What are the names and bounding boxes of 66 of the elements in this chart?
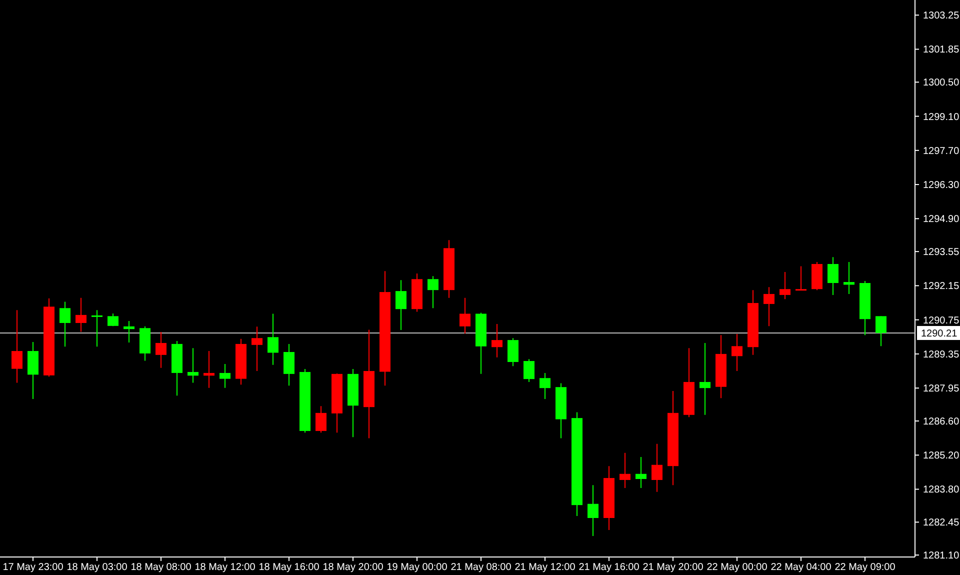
candlestick [620,452,630,489]
y-tick-label: 1293.55 [923,247,960,258]
x-tick-label: 18 May 20:00 [322,562,384,573]
ref-line-label: 1290.21 [921,328,958,340]
x-tick-label: 21 May 16:00 [578,562,640,573]
x-tick-label: 21 May 20:00 [642,562,704,573]
y-tick-label: 1282.45 [923,518,960,529]
y-tick-label: 1301.85 [923,44,960,56]
candlestick [28,342,38,400]
y-tick-label: 1296.30 [923,180,960,192]
candlestick [652,443,662,492]
candlestick [156,332,166,368]
candlestick [828,256,838,296]
x-tick-label: 22 May 04:00 [770,562,832,573]
candlestick [284,343,294,386]
candlestick [588,484,598,537]
x-tick-label: 22 May 09:00 [834,562,896,573]
candlestick [524,358,534,382]
y-tick-label: 1286.60 [923,416,960,428]
candlestick [844,262,854,294]
candlestick [60,301,70,348]
candlestick [316,406,326,434]
candlestick [92,310,102,348]
y-tick-label: 1285.20 [923,450,960,462]
y-tick-label: 1300.50 [923,78,960,89]
candlestick [108,312,118,327]
y-tick-label: 1290.75 [923,315,960,326]
candlestick [492,323,502,358]
candlestick [268,313,278,366]
y-tick-label: 1303.25 [923,10,960,22]
y-tick-label: 1299.10 [923,112,960,123]
y-tick-label: 1294.90 [923,214,960,226]
x-tick-label: 17 May 23:00 [2,562,64,573]
candlestick [636,456,646,489]
x-tick-label: 21 May 12:00 [514,562,576,573]
candlestick [252,326,262,372]
y-tick-label: 1281.10 [923,550,960,562]
candlestick [188,348,198,384]
x-tick-label: 22 May 00:00 [706,562,768,573]
y-tick-label: 1292.15 [923,281,960,292]
candlestick [204,350,214,388]
candlestick [764,286,774,327]
candlestick [876,316,886,347]
candlestick [700,342,710,416]
y-tick-label: 1287.95 [923,384,960,395]
candlestick [780,272,790,300]
candlestick [12,310,22,384]
candlestick [428,276,438,309]
candlestick [124,320,134,343]
y-tick-label: 1297.70 [923,146,960,157]
x-tick-label: 18 May 12:00 [194,562,256,573]
x-tick-label: 19 May 00:00 [386,562,448,573]
candlestick [460,297,470,334]
x-tick-label: 21 May 08:00 [450,562,512,573]
x-tick-label: 18 May 08:00 [130,562,192,573]
candlestick [508,338,518,367]
candlestick [220,363,230,388]
candlestick [396,280,406,331]
x-tick-label: 18 May 16:00 [258,562,320,573]
y-tick-label: 1283.80 [923,484,960,496]
candlestick [732,333,742,372]
candlestick [796,266,806,291]
candlestick [540,372,550,400]
x-tick-label: 18 May 03:00 [66,562,128,573]
candlestick [76,297,86,332]
y-tick-label: 1289.35 [923,349,960,360]
